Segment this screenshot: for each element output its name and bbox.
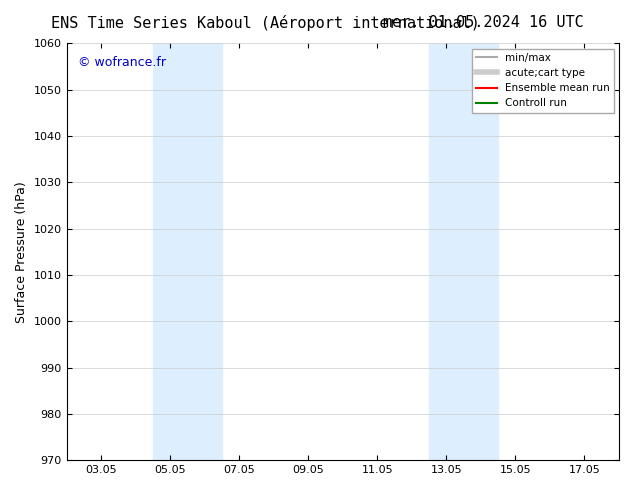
Bar (429, 44, 498, 460)
Bar (153, 44, 222, 460)
Text: ENS Time Series Kaboul (Aéroport international): ENS Time Series Kaboul (Aéroport interna… (51, 15, 479, 31)
Text: mer. 01.05.2024 16 UTC: mer. 01.05.2024 16 UTC (382, 15, 583, 30)
Text: © wofrance.fr: © wofrance.fr (77, 56, 165, 69)
Legend: min/max, acute;cart type, Ensemble mean run, Controll run: min/max, acute;cart type, Ensemble mean … (472, 49, 614, 113)
Y-axis label: Surface Pressure (hPa): Surface Pressure (hPa) (15, 181, 28, 323)
